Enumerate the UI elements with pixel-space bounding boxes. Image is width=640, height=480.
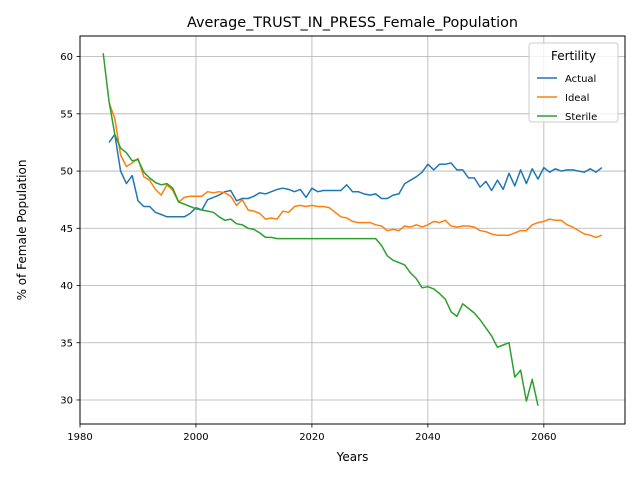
legend-label-actual: Actual (565, 74, 596, 85)
y-axis-label: % of Female Population (15, 160, 29, 301)
legend-label-sterile: Sterile (565, 112, 597, 123)
y-tick-label: 35 (60, 338, 73, 349)
x-tick-label: 2000 (183, 432, 208, 443)
legend-title: Fertility (551, 49, 596, 63)
y-tick-label: 45 (60, 224, 73, 235)
chart-title: Average_TRUST_IN_PRESS_Female_Population (187, 15, 518, 31)
series-line-actual (108, 133, 603, 218)
y-tick-label: 55 (60, 109, 73, 120)
legend-items: Actual Ideal Sterile (537, 74, 597, 123)
legend: Fertility Actual Ideal Sterile (528, 42, 619, 123)
y-tick-label: 50 (60, 167, 73, 178)
y-tick-label: 60 (60, 52, 73, 63)
x-axis-label: Years (336, 450, 369, 464)
legend-label-ideal: Ideal (565, 93, 589, 104)
x-tick-label: 1980 (67, 432, 92, 443)
y-tick-label: 30 (60, 396, 73, 407)
series-line-sterile (102, 53, 539, 406)
x-tick-label: 2040 (415, 432, 440, 443)
x-tick-label: 2060 (531, 432, 556, 443)
x-axis: 1980 2000 2020 2040 2060 (67, 424, 557, 443)
y-axis: 30 35 40 45 50 55 60 (60, 52, 80, 407)
legend-box (528, 42, 619, 123)
series-lines (102, 53, 603, 406)
x-tick-label: 2020 (299, 432, 324, 443)
series-line-ideal (108, 102, 603, 239)
plot-frame (79, 35, 626, 425)
y-tick-label: 40 (60, 281, 73, 292)
